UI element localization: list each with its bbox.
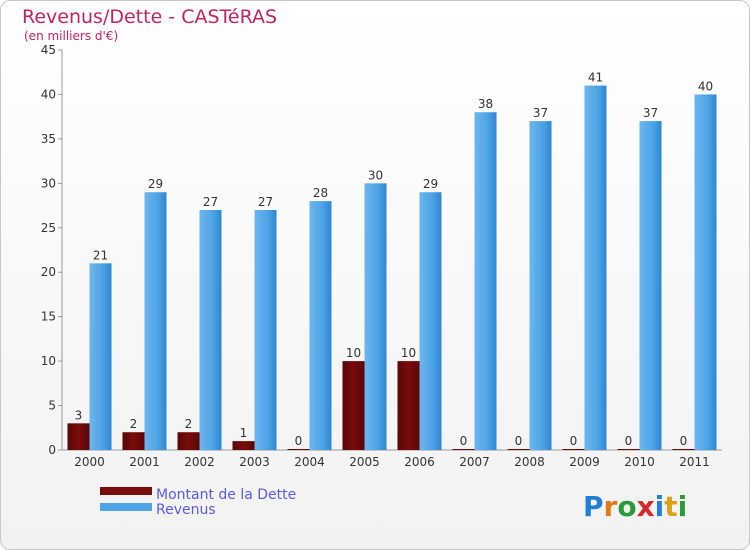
x-tick-label: 2003 xyxy=(239,455,270,469)
y-tick-label: 5 xyxy=(48,399,56,413)
data-label: 0 xyxy=(515,434,523,448)
bar-revenue xyxy=(254,210,277,450)
y-tick-label: 30 xyxy=(41,176,56,190)
data-label: 38 xyxy=(478,97,493,111)
data-label: 30 xyxy=(368,168,383,182)
data-label: 28 xyxy=(313,186,328,200)
y-tick-label: 25 xyxy=(41,221,56,235)
legend-swatch-debt xyxy=(100,487,152,495)
data-label: 29 xyxy=(148,177,163,191)
x-tick-label: 2010 xyxy=(624,455,655,469)
y-tick-label: 40 xyxy=(41,87,56,101)
bar-debt xyxy=(287,449,310,450)
logo-letter: o xyxy=(617,490,636,523)
x-tick-label: 2005 xyxy=(349,455,380,469)
x-tick-label: 2004 xyxy=(294,455,325,469)
data-label: 27 xyxy=(258,195,273,209)
bar-revenue xyxy=(529,121,552,450)
bar-revenue xyxy=(309,201,332,450)
y-tick-label: 20 xyxy=(41,265,56,279)
y-tick-label: 35 xyxy=(41,132,56,146)
data-label: 0 xyxy=(680,434,688,448)
data-label: 21 xyxy=(93,248,108,262)
data-label: 40 xyxy=(698,79,713,93)
logo-letter: x xyxy=(637,490,655,523)
data-labels: 3 21 2 29 2 27 1 27 0 28 10 30 10 29 0 38 0 37 0 41 0 37 0 40 xyxy=(75,71,713,448)
y-tick-label: 15 xyxy=(41,310,56,324)
x-tick-label: 2006 xyxy=(404,455,435,469)
data-label: 37 xyxy=(643,106,658,120)
bar-revenue xyxy=(584,85,607,451)
data-label: 2 xyxy=(185,417,193,431)
logo-letter: i xyxy=(678,490,688,523)
chart-title: Revenus/Dette - CASTéRAS xyxy=(22,6,277,28)
bar-debt xyxy=(122,432,145,450)
x-tick-label: 2007 xyxy=(459,455,490,469)
bar-debt xyxy=(342,361,365,450)
y-tick-label: 45 xyxy=(41,43,56,57)
data-label: 0 xyxy=(460,434,468,448)
y-tick-label: 0 xyxy=(48,443,56,457)
bar-debt xyxy=(507,449,530,450)
proxiti-logo: Proxiti xyxy=(583,490,687,523)
x-tick-label: 2001 xyxy=(129,455,160,469)
legend-swatch-revenue xyxy=(100,503,152,511)
legend-label-debt: Montant de la Dette xyxy=(156,487,296,503)
bar-debt xyxy=(672,449,695,450)
bar-debt xyxy=(617,449,640,450)
bar-debt xyxy=(232,441,255,450)
data-label: 0 xyxy=(570,434,578,448)
data-label: 41 xyxy=(588,71,603,85)
data-label: 27 xyxy=(203,195,218,209)
data-label: 2 xyxy=(130,417,138,431)
bar-debt xyxy=(562,449,585,450)
x-tick-label: 2009 xyxy=(569,455,600,469)
data-label: 37 xyxy=(533,106,548,120)
logo-letter: r xyxy=(604,490,618,523)
bar-revenue xyxy=(199,210,222,450)
y-tick-label: 10 xyxy=(41,354,56,368)
logo-letter: P xyxy=(583,490,604,523)
bar-revenue xyxy=(89,263,112,450)
data-label: 10 xyxy=(401,346,416,360)
data-label: 3 xyxy=(75,408,83,422)
x-tick-label: 2002 xyxy=(184,455,215,469)
bar-debt xyxy=(397,361,420,450)
legend-label-revenue: Revenus xyxy=(156,502,216,518)
logo-letter: i xyxy=(655,490,665,523)
data-label: 0 xyxy=(625,434,633,448)
data-label: 29 xyxy=(423,177,438,191)
bar-revenue xyxy=(144,192,167,450)
bar-revenue xyxy=(694,94,717,450)
data-label: 0 xyxy=(295,434,303,448)
bar-revenue xyxy=(364,183,387,451)
bar-debt xyxy=(177,432,200,450)
x-tick-label: 2011 xyxy=(679,455,710,469)
bar-debt xyxy=(452,449,475,450)
x-tick-label: 2000 xyxy=(74,455,105,469)
bar-revenue xyxy=(639,121,662,450)
logo-letter: t xyxy=(664,490,677,523)
data-label: 1 xyxy=(240,426,248,440)
bar-revenue xyxy=(474,112,497,450)
legend: Montant de la Dette Revenus xyxy=(100,487,296,518)
chart-subtitle: (en milliers d'€) xyxy=(24,29,118,43)
data-label: 10 xyxy=(346,346,361,360)
bar-debt xyxy=(67,423,90,450)
bar-revenue xyxy=(419,192,442,450)
bars xyxy=(67,85,717,451)
x-tick-label: 2008 xyxy=(514,455,545,469)
